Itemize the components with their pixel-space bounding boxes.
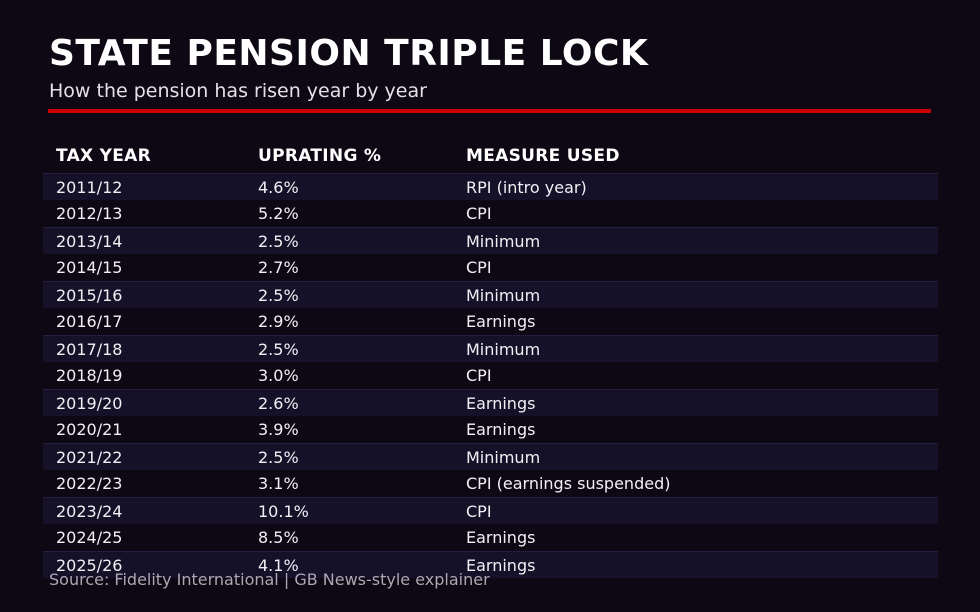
cell-uprating: 2.7%: [258, 258, 299, 277]
cell-measure-used: Earnings: [466, 393, 536, 413]
cell-measure-used: RPI (intro year): [466, 177, 587, 197]
table-row: 2020/21 3.9% Earnings: [43, 416, 938, 443]
cell-uprating: 2.9%: [258, 312, 299, 331]
table-row: 2023/24 10.1% CPI: [43, 497, 938, 524]
cell-tax-year: 2022/23: [56, 474, 123, 493]
pension-uprating-table: TAX YEAR UPRATING % MEASURE USED 2011/12…: [43, 138, 938, 578]
cell-uprating: 3.0%: [258, 366, 299, 385]
table-row: 2017/18 2.5% Minimum: [43, 335, 938, 362]
table-row: 2011/12 4.6% RPI (intro year): [43, 173, 938, 200]
cell-uprating: 2.5%: [258, 285, 299, 305]
cell-tax-year: 2024/25: [56, 528, 123, 547]
cell-tax-year: 2017/18: [56, 339, 123, 359]
cell-measure-used: Earnings: [466, 420, 536, 439]
cell-uprating: 3.9%: [258, 420, 299, 439]
table-row: 2018/19 3.0% CPI: [43, 362, 938, 389]
cell-measure-used: CPI: [466, 366, 492, 385]
cell-tax-year: 2023/24: [56, 501, 123, 521]
table-row: 2021/22 2.5% Minimum: [43, 443, 938, 470]
cell-measure-used: CPI (earnings suspended): [466, 474, 671, 493]
table-row: 2024/25 8.5% Earnings: [43, 524, 938, 551]
cell-measure-used: Earnings: [466, 555, 536, 575]
column-header-uprating: UPRATING %: [258, 145, 382, 166]
cell-uprating: 3.1%: [258, 474, 299, 493]
cell-tax-year: 2013/14: [56, 231, 123, 251]
table-row: 2025/26 4.1% Earnings: [43, 551, 938, 578]
cell-uprating: 8.5%: [258, 528, 299, 547]
cell-uprating: 4.6%: [258, 177, 299, 197]
cell-measure-used: CPI: [466, 501, 492, 521]
table-row: 2012/13 5.2% CPI: [43, 200, 938, 227]
cell-uprating: 4.1%: [258, 555, 299, 575]
cell-measure-used: Minimum: [466, 231, 541, 251]
table-row: 2022/23 3.1% CPI (earnings suspended): [43, 470, 938, 497]
cell-tax-year: 2015/16: [56, 285, 123, 305]
source-caption: Source: Fidelity International | GB News…: [49, 570, 490, 589]
table-row: 2016/17 2.9% Earnings: [43, 308, 938, 335]
cell-uprating: 2.5%: [258, 447, 299, 467]
cell-measure-used: Earnings: [466, 312, 536, 331]
cell-measure-used: Minimum: [466, 447, 541, 467]
cell-measure-used: CPI: [466, 204, 492, 223]
cell-uprating: 5.2%: [258, 204, 299, 223]
cell-tax-year: 2025/26: [56, 555, 123, 575]
cell-uprating: 2.5%: [258, 339, 299, 359]
cell-tax-year: 2020/21: [56, 420, 123, 439]
table-row: 2019/20 2.6% Earnings: [43, 389, 938, 416]
cell-measure-used: CPI: [466, 258, 492, 277]
column-header-measure-used: MEASURE USED: [466, 145, 620, 166]
cell-tax-year: 2019/20: [56, 393, 123, 413]
cell-tax-year: 2016/17: [56, 312, 123, 331]
table-row: 2014/15 2.7% CPI: [43, 254, 938, 281]
cell-tax-year: 2014/15: [56, 258, 123, 277]
cell-tax-year: 2021/22: [56, 447, 123, 467]
red-accent-divider: [48, 109, 931, 113]
cell-measure-used: Minimum: [466, 285, 541, 305]
table-body: 2011/12 4.6% RPI (intro year) 2012/13 5.2% CP…: [43, 173, 938, 578]
cell-tax-year: 2012/13: [56, 204, 123, 223]
cell-uprating: 10.1%: [258, 501, 309, 521]
column-header-tax-year: TAX YEAR: [56, 145, 152, 166]
page-title: STATE PENSION TRIPLE LOCK: [49, 33, 649, 74]
page-subtitle: How the pension has risen year by year: [49, 80, 427, 102]
cell-uprating: 2.5%: [258, 231, 299, 251]
cell-uprating: 2.6%: [258, 393, 299, 413]
cell-tax-year: 2011/12: [56, 177, 123, 197]
table-header-row: TAX YEAR UPRATING % MEASURE USED: [43, 138, 938, 173]
cell-measure-used: Minimum: [466, 339, 541, 359]
cell-measure-used: Earnings: [466, 528, 536, 547]
cell-tax-year: 2018/19: [56, 366, 123, 385]
table-row: 2013/14 2.5% Minimum: [43, 227, 938, 254]
table-row: 2015/16 2.5% Minimum: [43, 281, 938, 308]
